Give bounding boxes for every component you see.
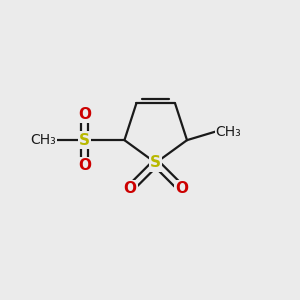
Text: O: O bbox=[78, 158, 91, 173]
Text: CH₃: CH₃ bbox=[30, 133, 56, 147]
Text: S: S bbox=[150, 155, 161, 170]
Text: CH₃: CH₃ bbox=[216, 124, 242, 139]
Text: O: O bbox=[175, 181, 188, 196]
Text: S: S bbox=[79, 133, 90, 148]
Text: O: O bbox=[78, 107, 91, 122]
Text: O: O bbox=[124, 181, 136, 196]
